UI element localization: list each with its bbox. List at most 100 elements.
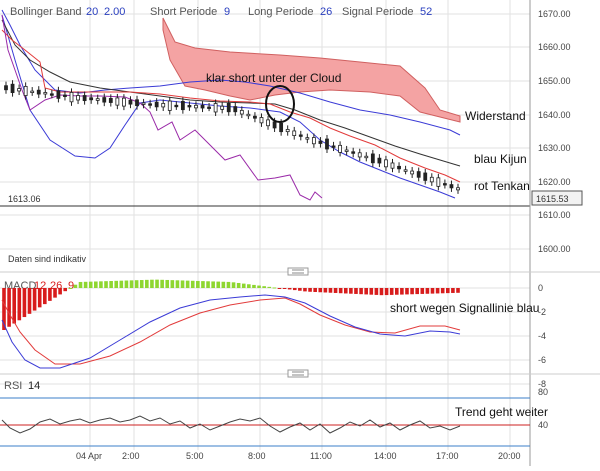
macd-bar — [298, 288, 302, 291]
candle-body — [167, 100, 172, 111]
x-tick: 17:00 — [436, 451, 459, 461]
macd-bar — [129, 280, 134, 288]
macd-bar — [73, 284, 78, 288]
macd-bar — [252, 284, 256, 288]
macd-bar — [282, 288, 287, 289]
candle-body — [325, 138, 329, 150]
macd-bar — [236, 282, 241, 288]
x-tick: 20:00 — [498, 451, 521, 461]
macd-bar — [445, 288, 450, 294]
main-y-ticks: 1670.00 1660.00 1650.00 1640.00 1630.00 … — [538, 9, 571, 254]
macd-bar — [267, 286, 272, 288]
macd-bar — [43, 288, 47, 305]
macd-bar — [369, 288, 374, 295]
macd-bar — [389, 288, 394, 295]
x-tick: 11:00 — [310, 451, 332, 461]
macd-bar — [257, 285, 261, 288]
resize-handle-macd[interactable] — [287, 267, 309, 276]
macd-bar — [170, 280, 175, 288]
macd-line — [1, 297, 461, 365]
candle-body — [285, 129, 290, 133]
macd-bar — [451, 288, 455, 293]
macd-y-tick: -8 — [538, 379, 546, 389]
signal-periode-label: Signal Periode — [342, 6, 414, 18]
macd-bar — [359, 288, 363, 295]
macd-p3: 9 — [68, 280, 74, 292]
candle-body — [338, 144, 342, 153]
candle-body — [23, 85, 28, 96]
macd-y-tick: -2 — [538, 307, 546, 317]
macd-bar — [430, 288, 435, 294]
annotation-kijun: blau Kijun — [474, 152, 527, 166]
candle-body — [370, 153, 375, 164]
candle-body — [239, 109, 244, 115]
macd-bar — [155, 279, 159, 288]
macd-bar — [185, 280, 190, 288]
macd-bar — [32, 288, 37, 311]
macd-bar — [180, 280, 185, 288]
chikou-line — [1, 14, 323, 201]
short-periode-value: 9 — [224, 6, 230, 18]
macd-bar — [231, 282, 236, 288]
macd-bar — [440, 288, 445, 294]
candle-body — [246, 113, 251, 117]
macd-bar — [78, 281, 83, 288]
candle-body — [63, 94, 67, 97]
candle-body — [194, 104, 198, 109]
candle-body — [69, 92, 74, 103]
candle-body — [344, 149, 349, 152]
macd-y-tick: 0 — [538, 283, 543, 293]
candle-body — [161, 103, 166, 108]
macd-bar — [292, 288, 297, 291]
macd-bar — [425, 288, 430, 294]
candle-body — [357, 152, 362, 158]
macd-bar — [323, 288, 328, 293]
candle-body — [141, 102, 146, 105]
candle-body — [43, 92, 48, 95]
candle-body — [10, 83, 15, 94]
macd-bar — [241, 283, 246, 288]
candle-body — [89, 97, 94, 101]
main-y-tick: 1630.00 — [538, 143, 571, 153]
candle-body — [108, 97, 113, 103]
candle-body — [148, 103, 153, 106]
candle-body — [180, 100, 185, 111]
macd-bar — [2, 288, 6, 330]
candle-body — [4, 85, 8, 91]
macd-bar — [333, 288, 338, 293]
macd-bar — [211, 281, 215, 288]
annotation-resistance: Widerstand — [465, 109, 526, 123]
candle-body — [416, 171, 421, 178]
macd-bar — [328, 288, 333, 293]
annotation-tenkan: rot Tenkan — [474, 179, 530, 193]
long-periode-label: Long Periode — [248, 6, 313, 18]
macd-bar — [145, 279, 149, 288]
short-periode-label: Short Periode — [150, 6, 217, 18]
candle-body — [456, 187, 460, 191]
macd-bar — [435, 288, 440, 294]
annotation-macd: short wegen Signallinie blau — [390, 301, 539, 315]
candle-body — [233, 106, 238, 113]
candle-body — [429, 176, 434, 183]
macd-bar — [53, 288, 57, 298]
macd-bar — [384, 288, 389, 296]
candle-body — [272, 121, 277, 129]
macd-bar — [456, 288, 460, 293]
candle-body — [122, 97, 126, 107]
resize-handle-rsi[interactable] — [287, 369, 309, 378]
rsi-y-tick: 40 — [538, 420, 548, 430]
candle-body — [318, 140, 323, 144]
candle-body — [95, 98, 100, 101]
macd-y-tick: -6 — [538, 355, 546, 365]
candle-body — [102, 97, 107, 103]
macd-bar — [379, 288, 384, 296]
candle-body — [82, 95, 87, 102]
macd-bar — [343, 288, 348, 294]
signal-line — [1, 294, 461, 369]
macd-bar — [150, 279, 154, 288]
main-y-tick: 1660.00 — [538, 42, 571, 52]
macd-bar — [354, 288, 358, 294]
bollinger-period: 20 — [86, 6, 98, 18]
x-tick: 04 Apr — [76, 451, 102, 461]
